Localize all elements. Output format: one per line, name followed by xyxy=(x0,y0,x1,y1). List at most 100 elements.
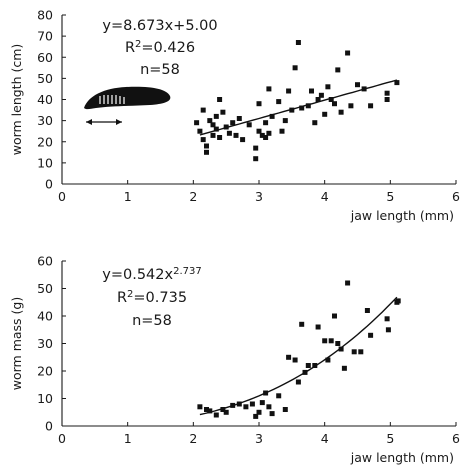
data-point xyxy=(385,327,391,333)
data-point xyxy=(384,316,390,322)
data-point xyxy=(338,346,344,352)
data-point xyxy=(318,92,324,98)
data-point xyxy=(253,156,259,162)
data-point xyxy=(236,116,242,121)
data-point xyxy=(220,407,226,412)
data-point xyxy=(204,407,209,412)
data-point xyxy=(259,400,265,406)
data-point xyxy=(325,84,331,90)
r-squared-label: R2=0.735 xyxy=(117,289,187,307)
y-tick-label: 20 xyxy=(37,134,53,149)
data-point xyxy=(332,313,337,319)
data-point xyxy=(197,128,203,134)
data-point xyxy=(282,407,288,412)
y-tick-label: 50 xyxy=(37,71,53,86)
y-tick-label: 70 xyxy=(37,29,53,44)
data-point xyxy=(210,122,216,128)
data-point xyxy=(322,338,328,344)
data-point xyxy=(223,409,229,415)
data-point xyxy=(332,101,337,107)
data-point xyxy=(204,149,209,155)
data-point xyxy=(210,132,216,138)
data-point xyxy=(299,105,305,111)
data-point xyxy=(384,90,390,96)
data-point xyxy=(335,341,341,346)
y-tick-label: 10 xyxy=(37,155,53,170)
x-tick-label: 1 xyxy=(124,431,132,446)
data-point xyxy=(338,109,344,115)
x-tick-label: 5 xyxy=(386,189,394,204)
data-point xyxy=(213,113,219,119)
data-point xyxy=(269,411,275,417)
data-point xyxy=(282,118,288,124)
data-point xyxy=(395,298,401,304)
y-tick-label: 60 xyxy=(37,254,53,269)
data-point xyxy=(348,103,354,109)
x-tick-label: 3 xyxy=(255,431,263,446)
data-point xyxy=(213,412,219,418)
data-point xyxy=(213,126,219,132)
data-point xyxy=(217,97,223,102)
data-point xyxy=(368,332,374,338)
data-point xyxy=(269,113,275,119)
n-label: n=58 xyxy=(132,313,172,329)
data-point xyxy=(315,97,321,102)
data-point xyxy=(355,82,360,88)
x-tick-label: 6 xyxy=(452,189,460,204)
data-point xyxy=(204,143,209,149)
data-point xyxy=(292,357,298,363)
x-tick-label: 4 xyxy=(321,431,329,446)
data-point xyxy=(217,135,223,140)
data-point xyxy=(364,308,370,313)
y-tick-label: 80 xyxy=(37,8,53,23)
data-point xyxy=(279,128,285,134)
x-tick-label: 1 xyxy=(124,189,132,204)
data-point xyxy=(263,135,269,140)
data-point xyxy=(286,88,292,94)
x-tick-label: 2 xyxy=(189,431,197,446)
data-point xyxy=(220,109,226,115)
data-point xyxy=(266,86,272,92)
data-point xyxy=(230,120,236,126)
data-point xyxy=(263,120,269,126)
data-point xyxy=(295,379,301,385)
y-tick-label: 10 xyxy=(37,391,53,406)
x-axis-title: jaw length (mm) xyxy=(350,450,454,465)
n-label: n=58 xyxy=(140,62,180,78)
y-tick-label: 40 xyxy=(37,92,53,107)
y-axis-title: worm mass (g) xyxy=(9,297,24,390)
data-point xyxy=(286,354,292,360)
data-point xyxy=(256,101,262,107)
data-point xyxy=(197,404,203,410)
data-point xyxy=(253,145,259,151)
data-point xyxy=(289,107,295,113)
data-point xyxy=(312,120,318,126)
y-axis-title: worm length (cm) xyxy=(9,44,24,156)
y-tick-label: 60 xyxy=(37,50,53,65)
data-point xyxy=(345,50,351,56)
data-point xyxy=(240,137,246,143)
data-point xyxy=(384,97,390,102)
y-tick-label: 30 xyxy=(37,113,53,128)
data-point xyxy=(394,80,400,86)
data-point xyxy=(312,363,318,368)
data-point xyxy=(328,338,334,344)
data-point xyxy=(305,103,311,109)
data-point xyxy=(259,132,265,138)
y-tick-label: 40 xyxy=(37,309,53,324)
scatter-points xyxy=(197,280,401,419)
x-tick-label: 3 xyxy=(255,189,263,204)
y-tick-label: 50 xyxy=(37,281,53,296)
data-point xyxy=(351,349,357,355)
x-tick-label: 5 xyxy=(386,431,394,446)
data-point xyxy=(341,365,347,371)
data-point xyxy=(200,107,206,113)
y-tick-label: 0 xyxy=(45,419,53,434)
data-point xyxy=(233,132,239,138)
data-point xyxy=(243,404,249,410)
data-point xyxy=(328,97,334,102)
